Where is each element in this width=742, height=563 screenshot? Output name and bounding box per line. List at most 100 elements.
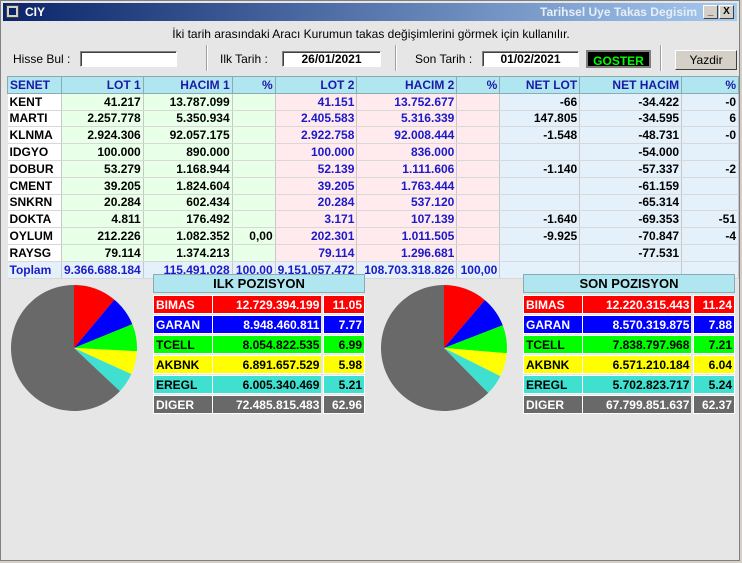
col-header-pct1[interactable]: % [231, 76, 276, 94]
window-title: CIY [25, 5, 46, 19]
col-header-hacim2[interactable]: HACIM 2 [356, 76, 458, 94]
poz-value: 12.729.394.199 [212, 295, 322, 314]
son-tarih-field[interactable]: 01/02/2021 [482, 51, 579, 67]
table-row[interactable]: MARTI 2.257.778 5.350.934 2.405.583 5.316.33… [7, 110, 739, 128]
col-header-pct2[interactable]: % [456, 76, 501, 94]
ilk-pozisyon-pie [11, 285, 137, 411]
ilk-pozisyon-row: DIGER 72.485.815.483 62.96 [153, 395, 365, 414]
table-row[interactable]: KENT 41.217 13.787.099 41.151 13.752.677 -66-… [7, 93, 739, 111]
table-cell: 92.057.175 [143, 126, 233, 145]
title-bar[interactable]: CIY Tarihsel Uye Takas Degisim _ X [3, 3, 737, 21]
total-cell: 100,00 [456, 261, 501, 279]
yazdir-button[interactable]: Yazdir [675, 50, 737, 70]
col-header-hacim1[interactable]: HACIM 1 [142, 76, 233, 94]
col-header-lot1[interactable]: LOT 1 [60, 76, 144, 94]
table-row[interactable]: CMENT 39.205 1.824.604 39.205 1.763.444 -61.1… [7, 177, 739, 195]
poz-symbol: EREGL [523, 375, 583, 394]
table-cell [681, 244, 739, 262]
table-cell: -69.353 [579, 210, 683, 229]
table-cell: -1.140 [499, 160, 581, 178]
table-cell: 1.082.352 [143, 227, 233, 245]
table-cell [456, 93, 501, 111]
son-pozisyon-pie [381, 285, 507, 411]
table-cell: -54.000 [579, 143, 683, 161]
table-cell [499, 194, 581, 212]
table-cell: 1.763.444 [356, 177, 458, 195]
hisse-search-input[interactable] [80, 51, 177, 67]
table-cell: 836.000 [356, 143, 458, 161]
row-symbol-cell: OYLUM [7, 227, 62, 245]
minimize-button[interactable]: _ [703, 5, 718, 19]
col-header-pct3[interactable]: % [681, 76, 739, 94]
poz-percent: 7.88 [693, 315, 735, 334]
pie-slice-akbnk [444, 348, 507, 377]
row-symbol-cell: KENT [7, 93, 62, 111]
col-header-senet[interactable]: SENET [7, 76, 62, 94]
table-cell [456, 177, 501, 195]
son-pozisyon-row: TCELL 7.838.797.968 7.21 [523, 335, 735, 354]
total-cell: 9.366.688.184 [61, 261, 144, 279]
table-row[interactable]: KLNMA 2.924.306 92.057.175 2.922.758 92.008.… [7, 126, 739, 145]
table-cell [456, 227, 501, 245]
poz-symbol: TCELL [153, 335, 213, 354]
ilk-pozisyon-row: GARAN 8.948.460.811 7.77 [153, 315, 365, 334]
poz-value: 72.485.815.483 [212, 395, 322, 414]
poz-symbol: EREGL [153, 375, 213, 394]
poz-percent: 6.99 [323, 335, 365, 354]
ilk-pozisyon-title: ILK POZISYON [153, 274, 365, 293]
table-cell: 0,00 [232, 227, 276, 245]
row-symbol-cell: CMENT [7, 177, 62, 195]
poz-percent: 6.04 [693, 355, 735, 374]
table-row[interactable]: DOKTA 4.811 176.492 3.171 107.139 -1.640 -69.3… [7, 210, 739, 229]
table-row[interactable]: RAYSG 79.114 1.374.213 79.114 1.296.681 -77.5… [7, 244, 739, 262]
table-cell [681, 177, 739, 195]
table-cell [499, 177, 581, 195]
table-cell [456, 110, 501, 128]
col-header-netlot[interactable]: NET LOT [499, 76, 581, 94]
takas-table[interactable]: SENET LOT 1 HACIM 1 % LOT 2 HACIM 2 % NE… [7, 76, 739, 279]
table-total-row: Toplam 9.366.688.184 115.491.028 100,00 9.15… [7, 261, 739, 279]
ilk-tarih-label: Ilk Tarih : [220, 52, 268, 66]
son-tarih-label: Son Tarih : [415, 52, 473, 66]
group-divider [660, 45, 661, 71]
poz-symbol: BIMAS [153, 295, 213, 314]
table-row[interactable]: SNKRN 20.284 602.434 20.284 537.120 -65.314 [7, 194, 739, 212]
table-cell: -2 [681, 160, 739, 178]
goster-button[interactable]: GOSTER [586, 50, 651, 68]
app-icon [6, 5, 19, 18]
table-cell: 41.217 [61, 93, 144, 111]
col-header-nethacim[interactable]: NET HACIM [579, 76, 683, 94]
table-cell [232, 177, 276, 195]
table-row[interactable]: IDGYO 100.000 890.000 100.000 836.000 -54.000 [7, 143, 739, 161]
close-button[interactable]: X [719, 5, 734, 19]
poz-percent: 11.24 [693, 295, 735, 314]
table-cell: 52.139 [275, 160, 358, 178]
table-cell: 1.374.213 [143, 244, 233, 262]
ilk-tarih-field[interactable]: 26/01/2021 [282, 51, 381, 67]
pie-slice-tcell [74, 324, 137, 352]
poz-symbol: AKBNK [523, 355, 583, 374]
row-symbol-cell: IDGYO [7, 143, 62, 161]
poz-symbol: DIGER [523, 395, 583, 414]
row-symbol-cell: DOBUR [7, 160, 62, 178]
pie-slice-diger [11, 285, 120, 411]
table-cell: -0 [681, 93, 739, 111]
table-row[interactable]: OYLUM 212.226 1.082.352 0,00 202.301 1.011.50… [7, 227, 739, 245]
table-cell: 1.011.505 [356, 227, 458, 245]
table-cell: 890.000 [143, 143, 233, 161]
table-cell: 147.805 [499, 110, 581, 128]
table-cell: 2.924.306 [61, 126, 144, 145]
col-header-lot2[interactable]: LOT 2 [274, 76, 358, 94]
poz-value: 6.891.657.529 [212, 355, 322, 374]
table-row[interactable]: DOBUR 53.279 1.168.944 52.139 1.111.606 -1.14… [7, 160, 739, 178]
table-cell [232, 160, 276, 178]
son-pozisyon-panel: SON POZISYON BIMAS 12.220.315.443 11.24 GAR… [523, 274, 735, 415]
total-cell: 108.703.318.826 [356, 261, 458, 279]
poz-value: 6.571.210.184 [582, 355, 692, 374]
hisse-label: Hisse Bul : [13, 52, 71, 66]
table-cell: 176.492 [143, 210, 233, 229]
table-cell: -57.337 [579, 160, 683, 178]
table-cell [232, 210, 276, 229]
table-cell: 1.111.606 [356, 160, 458, 178]
table-cell [456, 126, 501, 145]
